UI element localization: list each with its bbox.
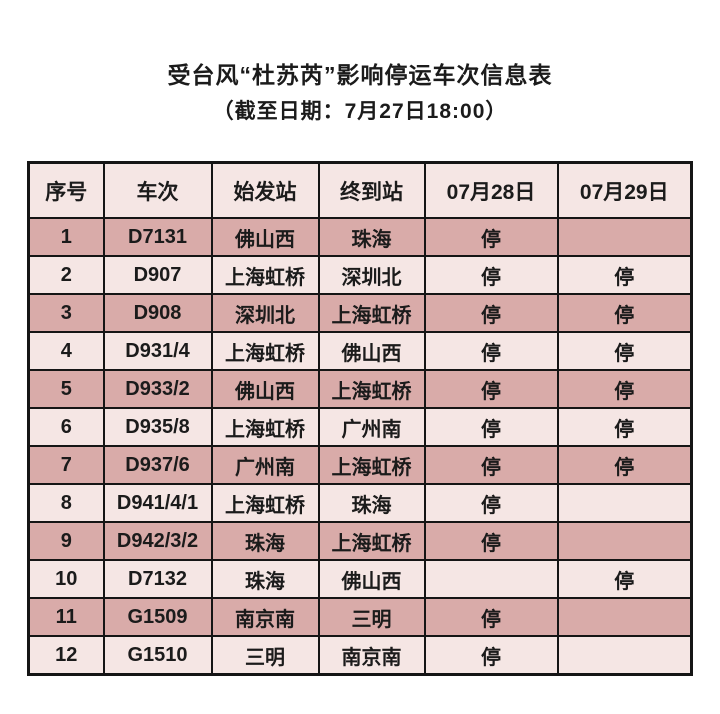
cell-train: D7131 [102, 217, 213, 257]
cell-to: 上海虹桥 [317, 369, 426, 409]
cell-to: 珠海 [317, 483, 426, 523]
table-row: 6 D935/8 上海虹桥 广州南 停 停 [27, 407, 693, 447]
cell-seq: 12 [27, 635, 105, 676]
cell-jul28: 停 [423, 521, 559, 561]
cell-jul28: 停 [423, 597, 559, 637]
cell-seq: 7 [27, 445, 105, 485]
cell-seq: 4 [27, 331, 105, 371]
cell-from: 广州南 [210, 445, 320, 485]
cell-train: D908 [102, 293, 213, 333]
table-header: 序号 车次 始发站 终到站 07月28日 07月29日 [27, 161, 693, 219]
cell-from: 南京南 [210, 597, 320, 637]
cell-jul28 [423, 559, 559, 599]
cell-to: 深圳北 [317, 255, 426, 295]
cell-from: 佛山西 [210, 217, 320, 257]
cell-jul29 [556, 217, 693, 257]
table-row: 7 D937/6 广州南 上海虹桥 停 停 [27, 445, 693, 485]
cell-from: 佛山西 [210, 369, 320, 409]
cell-train: D907 [102, 255, 213, 295]
table-row: 12 G1510 三明 南京南 停 [27, 635, 693, 676]
col-header-from: 始发站 [210, 161, 320, 219]
cell-jul29 [556, 635, 693, 676]
cell-jul29 [556, 521, 693, 561]
table-row: 1 D7131 佛山西 珠海 停 [27, 217, 693, 257]
cell-jul28: 停 [423, 255, 559, 295]
cell-jul28: 停 [423, 217, 559, 257]
cell-seq: 9 [27, 521, 105, 561]
cell-jul29: 停 [556, 369, 693, 409]
cell-jul29: 停 [556, 293, 693, 333]
cell-from: 上海虹桥 [210, 407, 320, 447]
cell-train: D942/3/2 [102, 521, 213, 561]
table-row: 5 D933/2 佛山西 上海虹桥 停 停 [27, 369, 693, 409]
cell-train: D935/8 [102, 407, 213, 447]
cell-train: G1510 [102, 635, 213, 676]
col-header-seq: 序号 [27, 161, 105, 219]
table-body: 1 D7131 佛山西 珠海 停 2 D907 上海虹桥 深圳北 停 停 3 D… [27, 217, 693, 676]
cell-from: 三明 [210, 635, 320, 676]
cell-jul28: 停 [423, 331, 559, 371]
cell-to: 南京南 [317, 635, 426, 676]
cell-jul28: 停 [423, 293, 559, 333]
cell-jul28: 停 [423, 635, 559, 676]
cell-jul29: 停 [556, 407, 693, 447]
cell-jul29: 停 [556, 255, 693, 295]
cell-to: 三明 [317, 597, 426, 637]
cell-seq: 5 [27, 369, 105, 409]
table-row: 9 D942/3/2 珠海 上海虹桥 停 [27, 521, 693, 561]
cell-from: 上海虹桥 [210, 331, 320, 371]
cell-jul28: 停 [423, 407, 559, 447]
cell-to: 珠海 [317, 217, 426, 257]
cell-seq: 10 [27, 559, 105, 599]
table-row: 4 D931/4 上海虹桥 佛山西 停 停 [27, 331, 693, 371]
header-row: 序号 车次 始发站 终到站 07月28日 07月29日 [27, 161, 693, 219]
cell-to: 上海虹桥 [317, 445, 426, 485]
cell-from: 深圳北 [210, 293, 320, 333]
cell-jul29 [556, 483, 693, 523]
cell-seq: 11 [27, 597, 105, 637]
cell-train: D937/6 [102, 445, 213, 485]
cell-from: 珠海 [210, 521, 320, 561]
col-header-train: 车次 [102, 161, 213, 219]
cell-jul28: 停 [423, 445, 559, 485]
cell-to: 上海虹桥 [317, 293, 426, 333]
cell-train: G1509 [102, 597, 213, 637]
cell-from: 上海虹桥 [210, 483, 320, 523]
cell-jul29: 停 [556, 331, 693, 371]
cell-seq: 6 [27, 407, 105, 447]
page-title: 受台风“杜苏芮”影响停运车次信息表 [167, 62, 553, 88]
title-block: 受台风“杜苏芮”影响停运车次信息表 （截至日期：7月27日18:00） [0, 0, 720, 125]
table-row: 8 D941/4/1 上海虹桥 珠海 停 [27, 483, 693, 523]
suspended-trains-table: 序号 车次 始发站 终到站 07月28日 07月29日 1 D7131 佛山西 … [27, 161, 693, 676]
cell-from: 珠海 [210, 559, 320, 599]
cell-jul29 [556, 597, 693, 637]
cell-seq: 3 [27, 293, 105, 333]
table-row: 10 D7132 珠海 佛山西 停 [27, 559, 693, 599]
cell-seq: 1 [27, 217, 105, 257]
cell-from: 上海虹桥 [210, 255, 320, 295]
cell-seq: 8 [27, 483, 105, 523]
cell-seq: 2 [27, 255, 105, 295]
col-header-jul29: 07月29日 [556, 161, 693, 219]
table-row: 11 G1509 南京南 三明 停 [27, 597, 693, 637]
cell-jul29: 停 [556, 559, 693, 599]
table-row: 3 D908 深圳北 上海虹桥 停 停 [27, 293, 693, 333]
cell-to: 佛山西 [317, 331, 426, 371]
cell-to: 广州南 [317, 407, 426, 447]
cell-jul28: 停 [423, 483, 559, 523]
page-subtitle: （截至日期：7月27日18:00） [212, 100, 508, 123]
cell-train: D941/4/1 [102, 483, 213, 523]
cell-jul28: 停 [423, 369, 559, 409]
col-header-jul28: 07月28日 [423, 161, 559, 219]
cell-train: D933/2 [102, 369, 213, 409]
cell-train: D931/4 [102, 331, 213, 371]
cell-train: D7132 [102, 559, 213, 599]
col-header-to: 终到站 [317, 161, 426, 219]
cell-to: 佛山西 [317, 559, 426, 599]
cell-to: 上海虹桥 [317, 521, 426, 561]
cell-jul29: 停 [556, 445, 693, 485]
table-row: 2 D907 上海虹桥 深圳北 停 停 [27, 255, 693, 295]
